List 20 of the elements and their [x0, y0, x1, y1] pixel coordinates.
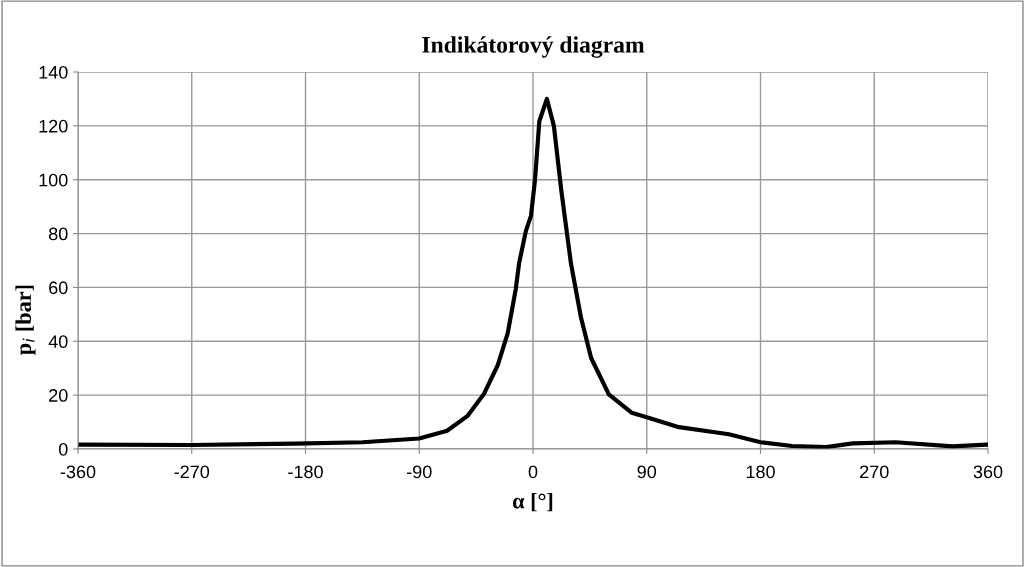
y-axis-title: p$_{i}$ [bar] [15, 285, 36, 355]
x-tick-label: -90 [407, 465, 432, 479]
x-tick-label: 90 [637, 465, 657, 479]
y-tick-label: 20 [49, 389, 68, 402]
x-axis-title: α [°] [512, 492, 553, 512]
y-tick-label: 80 [48, 227, 68, 241]
x-tick-label: -360 [60, 465, 96, 479]
y-tick-label: 0 [58, 442, 68, 456]
x-tick-label: 270 [860, 465, 889, 479]
x-tick-label: -180 [288, 465, 323, 479]
y-tick-label: 40 [48, 335, 68, 349]
y-tick-label: 140 [39, 65, 68, 79]
chart-title: Indikátorový diagram [422, 36, 645, 58]
y-tick-label: 60 [49, 281, 68, 295]
x-tick-label: 180 [746, 465, 775, 479]
x-tick-label: -270 [174, 465, 210, 479]
y-tick-label: 120 [39, 119, 68, 133]
x-tick-label: 360 [973, 465, 1003, 479]
y-tick-label: 100 [39, 173, 68, 187]
x-tick-label: 0 [528, 465, 538, 479]
